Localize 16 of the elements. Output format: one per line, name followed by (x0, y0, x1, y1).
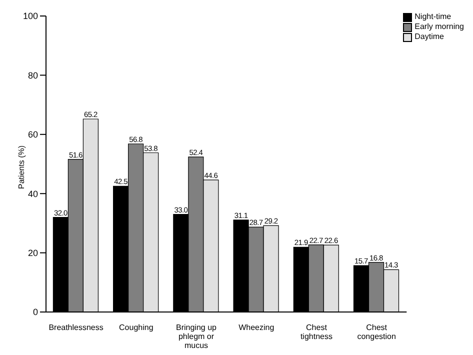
y-tick-label: 100 (22, 11, 38, 22)
x-tick-label: Coughing (119, 323, 154, 332)
y-axis-title: Patients (%) (16, 145, 26, 189)
legend-label: Night-time (414, 12, 452, 22)
x-tick-label: Breathlessness (48, 323, 104, 332)
y-tick-label: 40 (28, 188, 38, 199)
x-tick-label: Wheezing (238, 323, 274, 332)
x-tick-label: Chest tightness (300, 323, 332, 341)
legend-label: Early morning (414, 22, 464, 32)
y-tick-label: 80 (28, 70, 38, 80)
legend-label: Daytime (414, 32, 444, 42)
y-tick-label: 20 (28, 248, 38, 258)
x-tick-label: Bringing up phlegm or mucus (176, 323, 218, 350)
x-tick-label: Chest congestion (357, 323, 396, 341)
y-tick-label: 0 (32, 307, 38, 318)
y-tick-label: 60 (28, 130, 38, 140)
